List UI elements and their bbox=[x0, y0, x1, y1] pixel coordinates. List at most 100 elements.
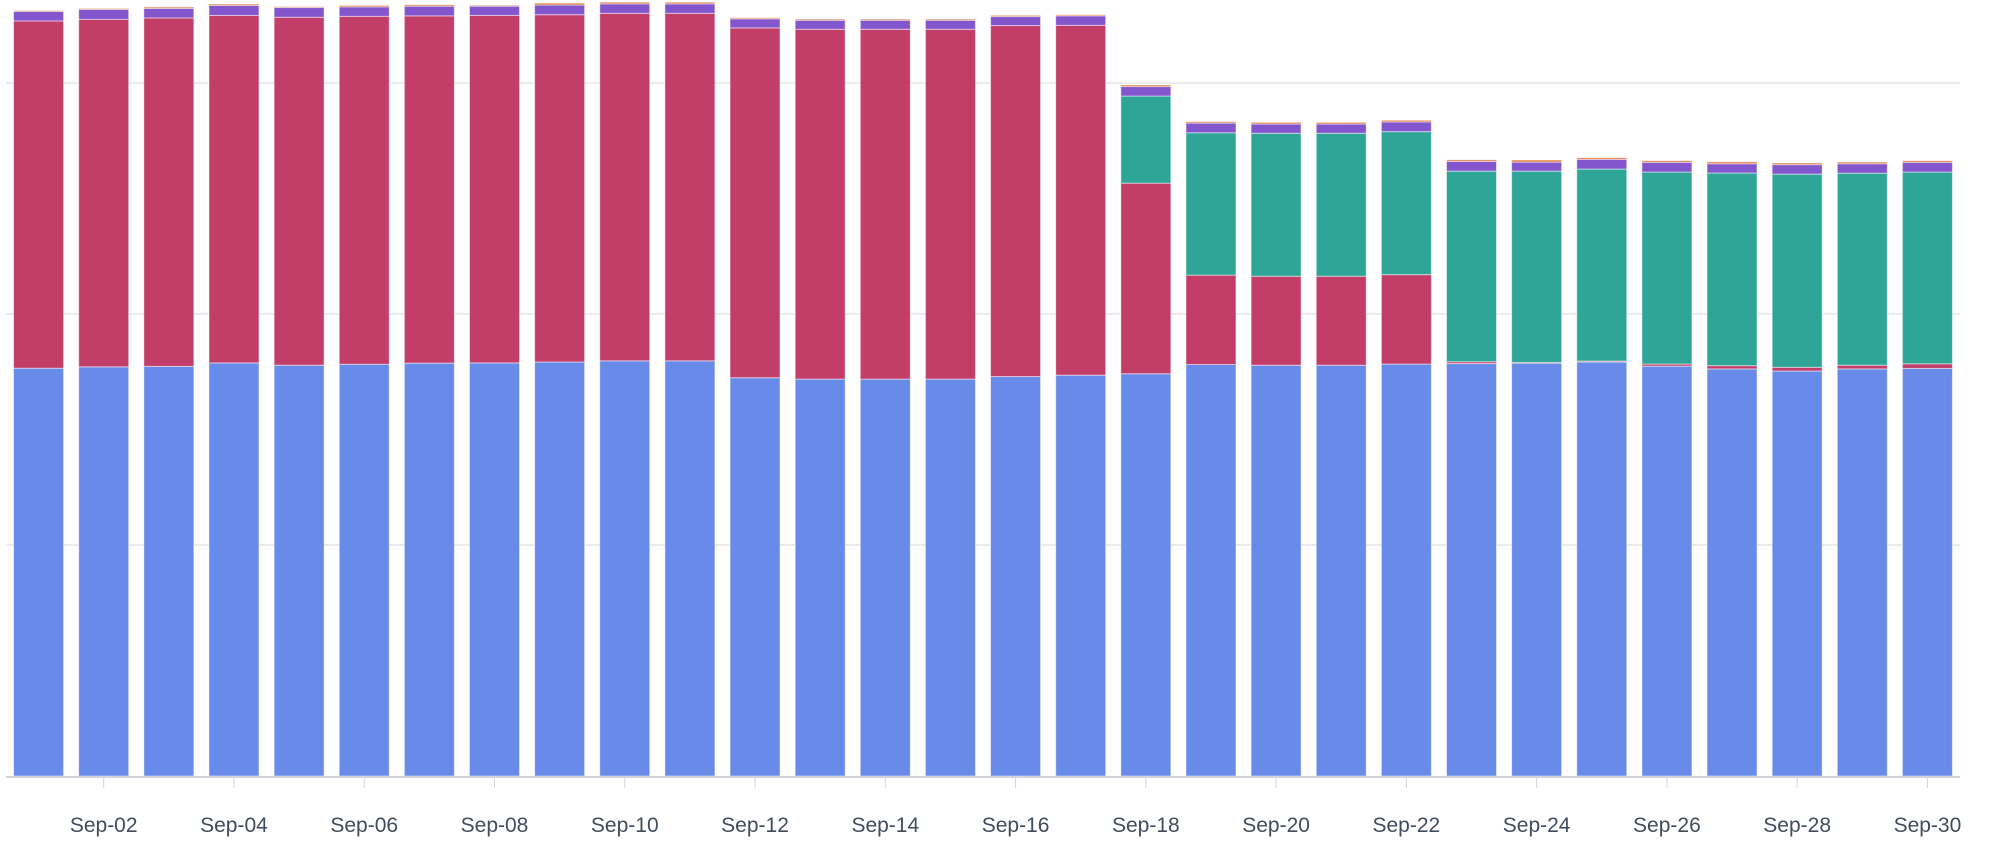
bar-segment-Sep-27-series-4 bbox=[1706, 163, 1758, 174]
bar-segment-Sep-01-series-4 bbox=[13, 10, 65, 22]
x-tick-label: Sep-24 bbox=[1503, 814, 1571, 837]
bar-segment-Sep-10-series-1 bbox=[599, 360, 651, 777]
bar-segment-Sep-17-series-4 bbox=[1055, 15, 1107, 26]
bar-segment-Sep-22-series-4 bbox=[1380, 121, 1432, 133]
bar-segment-Sep-06-series-5 bbox=[338, 4, 390, 8]
bar-segment-Sep-28-series-2 bbox=[1771, 366, 1823, 372]
bar-segment-Sep-18-series-4 bbox=[1120, 86, 1172, 97]
bar-segment-Sep-26-series-3 bbox=[1641, 171, 1693, 365]
x-tick-label: Sep-10 bbox=[591, 814, 659, 837]
x-tick-label: Sep-28 bbox=[1763, 814, 1831, 837]
bar-segment-Sep-08-series-4 bbox=[469, 5, 520, 16]
bar-segment-Sep-01-series-5 bbox=[13, 10, 65, 12]
bar-segment-Sep-24-series-1 bbox=[1511, 362, 1563, 777]
bar-segment-Sep-05-series-4 bbox=[273, 7, 325, 18]
bar-segment-Sep-19-series-1 bbox=[1185, 364, 1237, 777]
bar-segment-Sep-20-series-5 bbox=[1250, 121, 1302, 125]
bar-segment-Sep-27-series-1 bbox=[1706, 368, 1758, 777]
bar-segment-Sep-29-series-4 bbox=[1836, 163, 1888, 174]
bar-segment-Sep-08-series-2 bbox=[469, 14, 520, 364]
bar-segment-Sep-21-series-1 bbox=[1315, 364, 1367, 777]
bar-segment-Sep-29-series-2 bbox=[1836, 364, 1888, 370]
bar-segment-Sep-24-series-4 bbox=[1511, 161, 1563, 172]
bar-segment-Sep-02-series-5 bbox=[78, 7, 130, 10]
x-tick-label: Sep-06 bbox=[330, 814, 398, 837]
bar-segment-Sep-20-series-4 bbox=[1250, 123, 1302, 134]
bar-segment-Sep-03-series-5 bbox=[143, 6, 195, 9]
gridlines bbox=[6, 81, 1960, 546]
bar-segment-Sep-14-series-4 bbox=[859, 19, 911, 30]
bar-segment-Sep-28-series-5 bbox=[1771, 162, 1823, 166]
bar-segment-Sep-28-series-4 bbox=[1771, 164, 1823, 175]
bar-segment-Sep-13-series-1 bbox=[794, 378, 846, 777]
bar-segment-Sep-23-series-4 bbox=[1446, 160, 1497, 172]
bar-segment-Sep-11-series-1 bbox=[664, 360, 716, 777]
bar-segment-Sep-10-series-5 bbox=[599, 1, 651, 5]
bar-segment-Sep-13-series-4 bbox=[794, 19, 846, 30]
bar-segment-Sep-26-series-4 bbox=[1641, 161, 1693, 173]
bar-segment-Sep-04-series-1 bbox=[208, 362, 260, 777]
bar-segment-Sep-04-series-4 bbox=[208, 4, 260, 16]
bar-segment-Sep-29-series-5 bbox=[1836, 161, 1888, 165]
x-tick-label: Sep-14 bbox=[851, 814, 919, 837]
x-tick-label: Sep-26 bbox=[1633, 814, 1701, 837]
bar-segment-Sep-25-series-3 bbox=[1576, 168, 1628, 362]
bar-segment-Sep-15-series-4 bbox=[924, 19, 976, 30]
bar-segment-Sep-21-series-2 bbox=[1315, 275, 1367, 366]
bar-segment-Sep-19-series-2 bbox=[1185, 274, 1237, 366]
bar-segment-Sep-14-series-2 bbox=[859, 28, 911, 380]
bar-segment-Sep-13-series-5 bbox=[794, 18, 846, 21]
bar-segment-Sep-28-series-1 bbox=[1771, 370, 1823, 777]
bar-segment-Sep-30-series-5 bbox=[1901, 160, 1953, 163]
bar-segment-Sep-16-series-5 bbox=[990, 14, 1042, 18]
bar-segment-Sep-24-series-5 bbox=[1511, 159, 1563, 163]
bar-segment-Sep-02-series-1 bbox=[78, 366, 130, 777]
bar-segment-Sep-11-series-2 bbox=[664, 12, 716, 362]
bar-segment-Sep-05-series-1 bbox=[273, 364, 325, 777]
bar-segment-Sep-17-series-5 bbox=[1055, 14, 1107, 17]
x-tick-label: Sep-04 bbox=[200, 814, 268, 837]
bar-segment-Sep-23-series-1 bbox=[1446, 363, 1497, 777]
bar-segment-Sep-16-series-1 bbox=[990, 376, 1042, 777]
bar-segment-Sep-15-series-5 bbox=[924, 18, 976, 21]
bar-segment-Sep-03-series-2 bbox=[143, 17, 195, 367]
bar-segment-Sep-22-series-3 bbox=[1380, 131, 1432, 276]
bar-segment-Sep-02-series-2 bbox=[78, 18, 130, 368]
bar-segment-Sep-23-series-3 bbox=[1446, 170, 1497, 363]
bar-segment-Sep-14-series-5 bbox=[859, 18, 911, 21]
bar-segment-Sep-15-series-1 bbox=[924, 378, 976, 777]
bar-segment-Sep-09-series-2 bbox=[534, 14, 586, 363]
bar-segment-Sep-03-series-4 bbox=[143, 7, 195, 19]
bar-segment-Sep-12-series-2 bbox=[729, 27, 781, 379]
bar-segment-Sep-06-series-4 bbox=[338, 6, 390, 17]
bar-segment-Sep-05-series-2 bbox=[273, 16, 325, 366]
bar-segment-Sep-07-series-1 bbox=[403, 362, 455, 777]
bar-segment-Sep-15-series-2 bbox=[924, 28, 976, 380]
bar-segment-Sep-08-series-5 bbox=[469, 4, 520, 7]
bar-segment-Sep-29-series-3 bbox=[1836, 172, 1888, 366]
bar-segment-Sep-24-series-3 bbox=[1511, 170, 1563, 363]
bar-segment-Sep-01-series-2 bbox=[13, 20, 65, 369]
bar-segment-Sep-07-series-2 bbox=[403, 15, 455, 364]
bar-segment-Sep-21-series-3 bbox=[1315, 132, 1367, 277]
bar-segment-Sep-27-series-5 bbox=[1706, 161, 1758, 165]
bar-segment-Sep-18-series-3 bbox=[1120, 95, 1172, 184]
x-tick-label: Sep-22 bbox=[1373, 814, 1441, 837]
x-tick-label: Sep-18 bbox=[1112, 814, 1180, 837]
bar-segment-Sep-22-series-5 bbox=[1380, 119, 1432, 123]
bar-segment-Sep-07-series-5 bbox=[403, 4, 455, 7]
bar-segment-Sep-27-series-3 bbox=[1706, 172, 1758, 367]
bar-segment-Sep-26-series-1 bbox=[1641, 365, 1693, 777]
bar-segment-Sep-25-series-5 bbox=[1576, 157, 1628, 160]
bar-segment-Sep-21-series-4 bbox=[1315, 123, 1367, 134]
bar-segment-Sep-09-series-4 bbox=[534, 4, 586, 16]
bar-segment-Sep-17-series-1 bbox=[1055, 374, 1107, 777]
bar-segment-Sep-08-series-1 bbox=[469, 362, 520, 777]
bar-segment-Sep-20-series-3 bbox=[1250, 132, 1302, 277]
bar-segment-Sep-12-series-5 bbox=[729, 17, 781, 20]
bar-segment-Sep-04-series-2 bbox=[208, 14, 260, 364]
bar-segment-Sep-16-series-4 bbox=[990, 16, 1042, 27]
bar-segment-Sep-10-series-2 bbox=[599, 12, 651, 362]
bar-segment-Sep-06-series-2 bbox=[338, 15, 390, 365]
